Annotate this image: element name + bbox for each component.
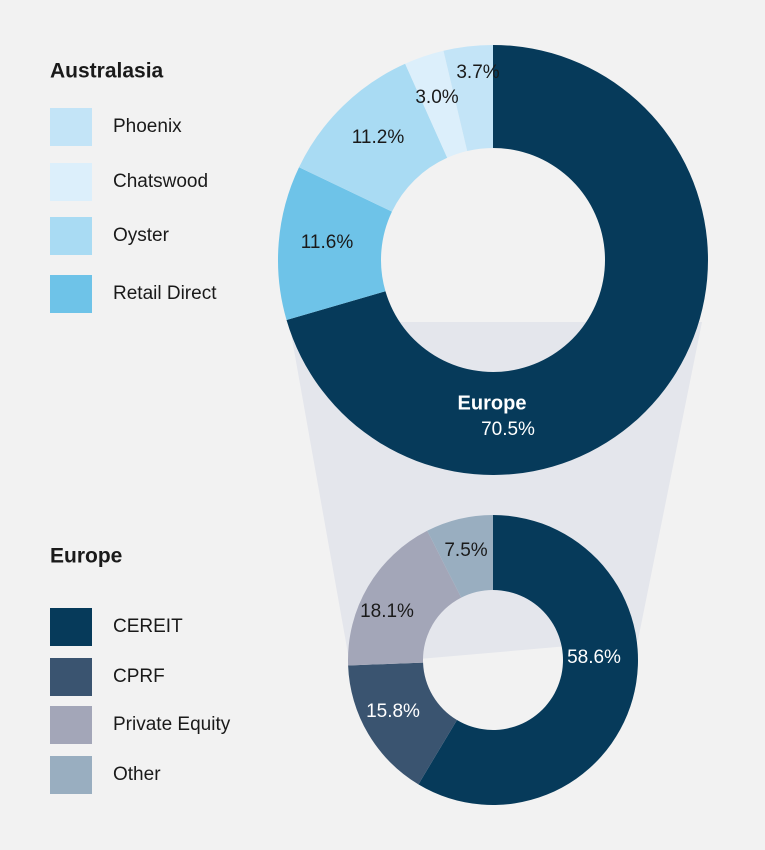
slice <box>418 515 638 806</box>
slice <box>299 63 448 212</box>
legend-swatch <box>50 217 92 255</box>
value-label: 11.2% <box>352 127 405 148</box>
slice <box>348 530 462 666</box>
slice-name: Europe <box>458 392 527 414</box>
slice <box>278 167 392 320</box>
slice <box>348 662 457 785</box>
legend-label: Phoenix <box>113 116 182 137</box>
legend-label: CPRF <box>113 666 165 687</box>
legend-label: Oyster <box>113 225 170 246</box>
legend-swatch <box>50 658 92 696</box>
legend-label: Retail Direct <box>113 283 217 304</box>
legend-swatch <box>50 756 92 794</box>
legend-label: Chatswood <box>113 171 208 192</box>
value-label: 3.7% <box>456 62 499 83</box>
value-label: 70.5% <box>481 419 535 440</box>
value-label: 18.1% <box>360 601 414 622</box>
value-label: 11.6% <box>301 232 354 253</box>
value-label: 7.5% <box>444 540 487 561</box>
legend-swatch <box>50 108 92 146</box>
slice <box>427 515 493 598</box>
legend-title: Europe <box>50 545 122 568</box>
legend-label: CEREIT <box>113 616 183 637</box>
slice <box>405 50 468 158</box>
legend-swatch <box>50 163 92 201</box>
legend-title: Australasia <box>50 60 164 83</box>
slice <box>286 45 708 475</box>
value-label: 15.8% <box>366 701 420 722</box>
legend-label: Private Equity <box>113 714 231 735</box>
legend-label: Other <box>113 764 161 785</box>
legend-swatch <box>50 275 92 313</box>
legend-swatch <box>50 706 92 744</box>
value-label: 58.6% <box>567 647 621 668</box>
value-label: 3.0% <box>415 87 458 108</box>
slice <box>443 45 493 152</box>
legend-swatch <box>50 608 92 646</box>
